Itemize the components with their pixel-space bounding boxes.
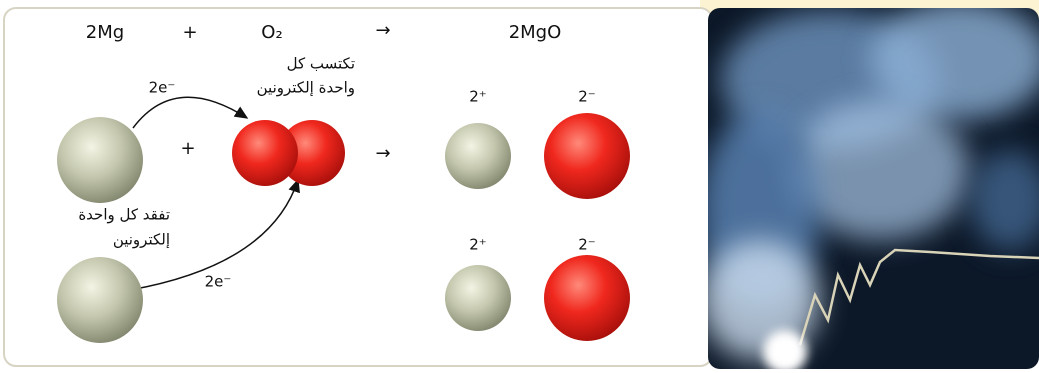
ion-charge: 2⁻: [578, 88, 595, 106]
figure: 2Mg + O₂ → 2MgO تكتسب كل واحدة إلكترونين…: [0, 0, 1039, 369]
o-ion: [544, 113, 630, 199]
gain-label: تكتسب كل: [287, 55, 355, 73]
reactant-o2: O₂: [261, 22, 282, 43]
reaction-arrow: →: [375, 143, 390, 164]
plus-sign: +: [180, 138, 195, 159]
photo: [700, 0, 1039, 369]
lose-label: إلكترونين: [113, 231, 170, 249]
reaction-arrow: →: [375, 20, 390, 41]
gain-label: واحدة إلكترونين: [257, 79, 355, 97]
plus-sign: +: [182, 22, 197, 43]
ion-charge: 2⁻: [578, 236, 595, 254]
mg-ion: [445, 265, 511, 331]
mg-ion: [445, 123, 511, 189]
o-ion: [544, 255, 630, 341]
electron-label: 2e⁻: [149, 79, 176, 97]
mg-atom: [57, 257, 143, 343]
product-mgo: 2MgO: [509, 22, 562, 43]
ion-charge: 2⁺: [469, 236, 486, 254]
electron-label: 2e⁻: [205, 273, 232, 291]
reactant-mg: 2Mg: [86, 22, 124, 43]
lose-label: تفقد كل واحدة: [78, 206, 170, 224]
ion-charge: 2⁺: [469, 88, 486, 106]
o-atom: [232, 120, 298, 186]
mg-atom: [57, 117, 143, 203]
